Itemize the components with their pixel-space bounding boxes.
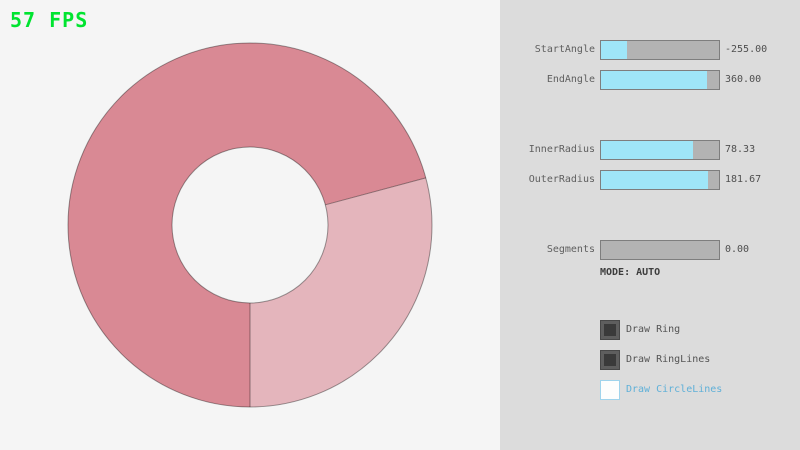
slider-value: 360.00 [725,74,762,85]
outer-radius-slider[interactable] [600,170,720,190]
slider-fill [601,71,708,89]
checkbox-label: Draw RingLines [626,354,711,365]
end-angle-slider[interactable] [600,70,720,90]
segments-slider[interactable] [600,240,720,260]
slider-fill [601,41,627,59]
draw-ringlines-checkbox[interactable] [600,350,620,370]
slider-row-innerradius: InnerRadius 78.33 [500,140,800,160]
ring-sector-single [250,177,432,407]
slider-value: 181.67 [725,174,762,185]
slider-fill [601,171,709,189]
inner-radius-slider[interactable] [600,140,720,160]
start-angle-slider[interactable] [600,40,720,60]
slider-fill [601,141,694,159]
slider-label: StartAngle [534,44,595,55]
slider-label: OuterRadius [528,174,595,185]
checkbox-label: Draw CircleLines [626,384,723,395]
slider-row-endangle: EndAngle 360.00 [500,70,800,90]
slider-label: InnerRadius [528,144,595,155]
slider-value: 0.00 [725,244,750,255]
controls-panel: StartAngle -255.00 EndAngle 360.00 Inner… [500,0,800,450]
draw-ring-checkbox[interactable] [600,320,620,340]
slider-row-segments: Segments 0.00 [500,240,800,260]
slider-value: -255.00 [725,44,768,55]
checkbox-row-draw-ring: Draw Ring [500,320,800,340]
checkbox-label: Draw Ring [626,324,681,335]
slider-row-outerradius: OuterRadius 181.67 [500,170,800,190]
segments-mode-label: MODE: AUTO [600,267,661,278]
fps-counter: 57 FPS [10,8,89,32]
draw-circlelines-checkbox[interactable] [600,380,620,400]
ring-sector-overlap [67,43,426,408]
slider-label: EndAngle [546,74,595,85]
donut-ring-canvas [67,42,433,408]
slider-value: 78.33 [725,144,756,155]
slider-label: Segments [546,244,595,255]
slider-row-startangle: StartAngle -255.00 [500,40,800,60]
checkbox-row-draw-ringlines: Draw RingLines [500,350,800,370]
ring-lines [67,42,433,408]
checkbox-row-draw-circlelines: Draw CircleLines [500,380,800,400]
